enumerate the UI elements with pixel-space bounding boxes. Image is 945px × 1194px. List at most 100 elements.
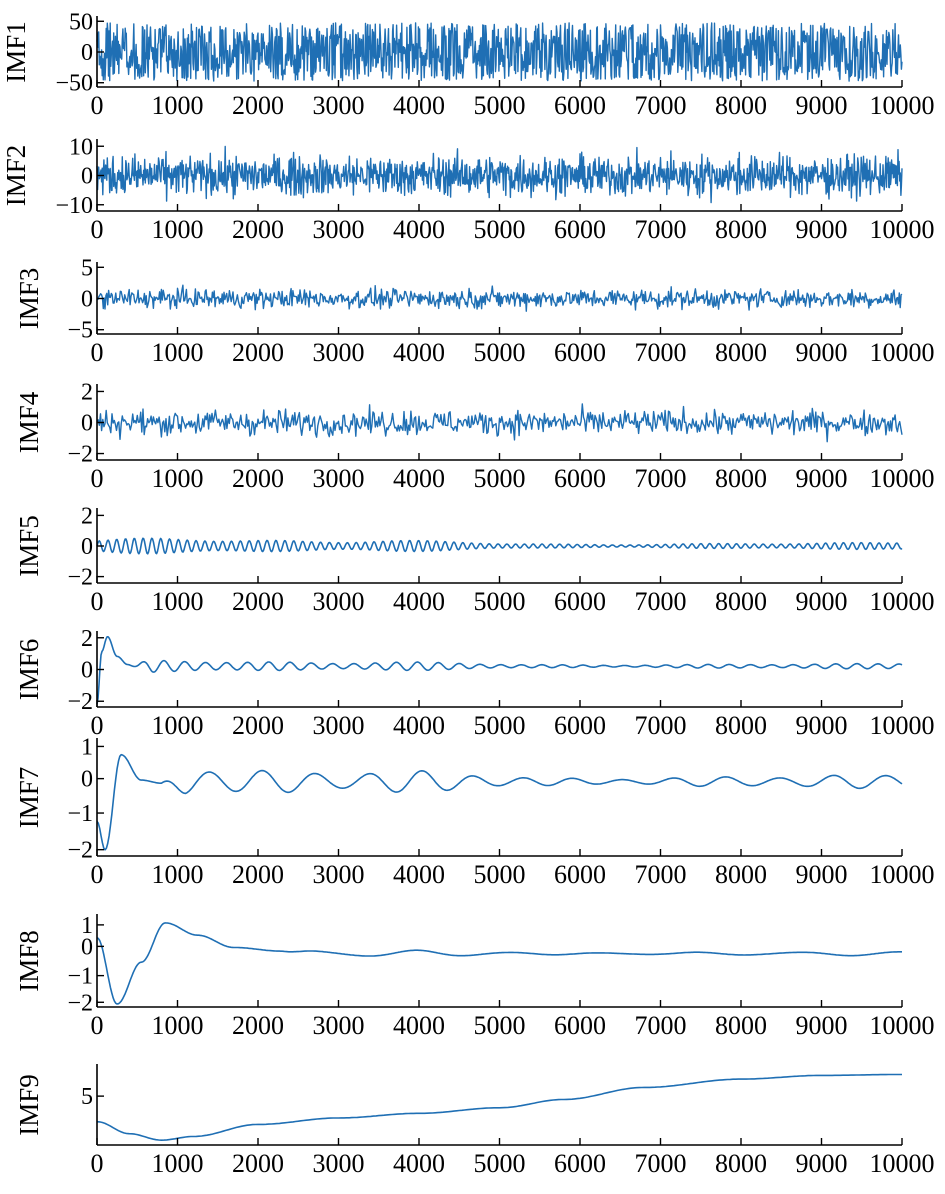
y-axis-label: IMF8: [14, 930, 44, 992]
x-tick-label: 10000: [870, 91, 935, 120]
y-tick-label: 5: [81, 255, 93, 281]
y-tick-label: 2: [81, 626, 93, 652]
x-tick-label: 7000: [635, 91, 687, 120]
x-tick-label: 5000: [474, 860, 526, 889]
x-tick-label: 6000: [554, 215, 606, 244]
x-tick-label: 9000: [796, 1011, 848, 1040]
x-tick-label: 5000: [474, 464, 526, 493]
y-tick-label: 2: [81, 379, 93, 405]
x-tick-label: 4000: [393, 1011, 445, 1040]
x-tick-label: 8000: [715, 338, 767, 367]
y-tick-label: 0: [81, 658, 93, 684]
x-tick-label: 1000: [152, 1149, 204, 1178]
x-tick-label: 8000: [715, 860, 767, 889]
x-tick-label: 1000: [152, 215, 204, 244]
x-tick-label: 1000: [152, 860, 204, 889]
x-tick-label: 6000: [554, 1149, 606, 1178]
x-tick-label: 4000: [393, 338, 445, 367]
x-tick-label: 3000: [313, 1149, 365, 1178]
y-axis-label: IMF5: [14, 515, 44, 577]
y-tick-label: −2: [67, 565, 93, 591]
x-tick-label: 3000: [313, 860, 365, 889]
y-tick-label: 0: [81, 934, 93, 960]
x-tick-label: 10000: [870, 1149, 935, 1178]
series-line: [96, 753, 903, 851]
x-tick-label: 9000: [796, 860, 848, 889]
x-tick-label: 2000: [232, 338, 284, 367]
x-tick-label: 9000: [796, 91, 848, 120]
panel-imf7: 0 1000 2000 3000 4000 5000 6000 7000 8000 9000 100…: [14, 734, 935, 889]
y-tick-label: 5: [81, 1084, 93, 1110]
x-tick-label: 8000: [715, 91, 767, 120]
x-tick-label: 1000: [152, 711, 204, 740]
x-tick-label: 7000: [635, 215, 687, 244]
x-tick-label: 2000: [232, 1149, 284, 1178]
x-tick-label: 8000: [715, 711, 767, 740]
x-tick-label: 4000: [393, 860, 445, 889]
x-tick-label: 0: [91, 1149, 104, 1178]
x-tick-label: 9000: [796, 587, 848, 616]
y-tick-label: 1: [81, 734, 93, 760]
x-tick-label: 2000: [232, 860, 284, 889]
y-tick-label: 0: [81, 164, 93, 190]
x-tick-label: 8000: [715, 1011, 767, 1040]
x-tick-label: 2000: [232, 91, 284, 120]
x-tick-label: 6000: [554, 1011, 606, 1040]
series-line: [96, 403, 903, 443]
x-tick-label: 10000: [870, 1011, 935, 1040]
x-tick-label: 4000: [393, 91, 445, 120]
x-tick-label: 5000: [474, 215, 526, 244]
y-tick-label: −10: [55, 193, 93, 219]
x-tick-label: 1000: [152, 587, 204, 616]
x-tick-label: 0: [91, 711, 104, 740]
x-tick-label: 9000: [796, 464, 848, 493]
x-tick-label: 1000: [152, 338, 204, 367]
x-tick-label: 5000: [474, 91, 526, 120]
panel-imf3: 0 1000 2000 3000 4000 5000 6000 7000 8000 9000 100…: [14, 255, 935, 367]
x-tick-label: 3000: [313, 215, 365, 244]
x-tick-label: 10000: [870, 860, 935, 889]
x-tick-label: 7000: [635, 338, 687, 367]
x-tick-label: 5000: [474, 1149, 526, 1178]
series-line: [96, 284, 903, 312]
x-tick-label: 9000: [796, 1149, 848, 1178]
y-tick-label: −50: [55, 71, 93, 97]
x-tick-label: 7000: [635, 1011, 687, 1040]
x-tick-label: 9000: [796, 338, 848, 367]
y-tick-label: 1: [81, 913, 93, 939]
y-tick-label: −1: [67, 801, 93, 827]
x-tick-label: 6000: [554, 587, 606, 616]
x-tick-label: 1000: [152, 464, 204, 493]
x-tick-label: 6000: [554, 464, 606, 493]
y-tick-label: −2: [67, 442, 93, 468]
x-tick-label: 7000: [635, 1149, 687, 1178]
x-tick-label: 0: [91, 860, 104, 889]
y-axis-label: IMF7: [14, 767, 44, 829]
y-tick-label: 0: [81, 40, 93, 66]
x-tick-label: 1000: [152, 1011, 204, 1040]
series-line: [96, 537, 903, 555]
x-tick-label: 0: [91, 338, 104, 367]
x-tick-label: 7000: [635, 711, 687, 740]
x-tick-label: 9000: [796, 711, 848, 740]
x-tick-label: 8000: [715, 215, 767, 244]
y-tick-label: −2: [67, 838, 93, 864]
x-tick-label: 10000: [870, 215, 935, 244]
x-tick-label: 4000: [393, 215, 445, 244]
x-tick-label: 6000: [554, 338, 606, 367]
x-tick-label: 3000: [313, 338, 365, 367]
y-tick-label: −2: [67, 990, 93, 1016]
x-tick-label: 3000: [313, 1011, 365, 1040]
x-tick-label: 2000: [232, 711, 284, 740]
y-tick-label: −1: [67, 964, 93, 990]
series-line: [96, 636, 903, 705]
x-tick-label: 7000: [635, 860, 687, 889]
x-tick-label: 5000: [474, 1011, 526, 1040]
y-tick-label: −2: [67, 689, 93, 715]
x-tick-label: 10000: [870, 587, 935, 616]
panel-imf2: 0 1000 2000 3000 4000 5000 6000 7000 8000 9000 100…: [1, 134, 935, 244]
x-tick-label: 5000: [474, 587, 526, 616]
x-tick-label: 0: [91, 1011, 104, 1040]
x-tick-label: 0: [91, 215, 104, 244]
panel-imf9: 0 1000 2000 3000 4000 5000 6000 7000 8000 9000 100…: [14, 1064, 935, 1178]
